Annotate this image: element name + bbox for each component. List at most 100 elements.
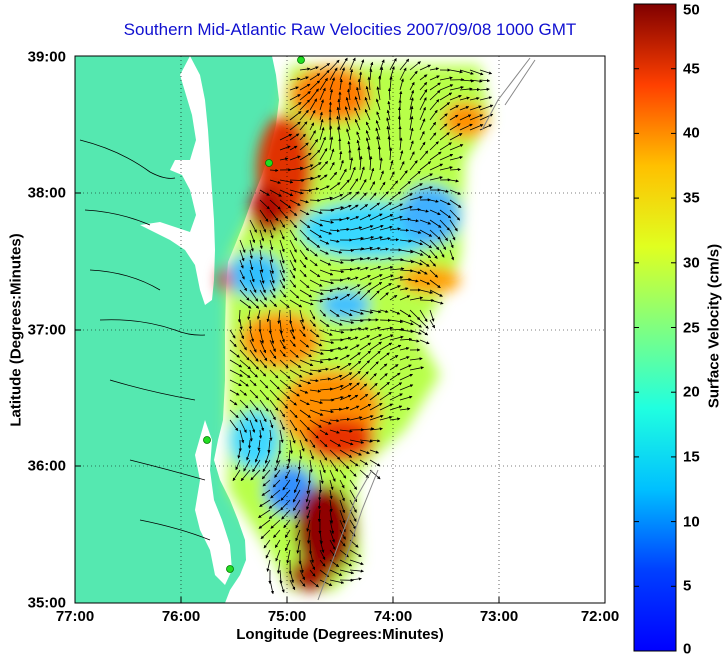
velocity-arrow (269, 369, 279, 379)
velocity-arrow (279, 419, 285, 431)
velocity-arrow (449, 209, 461, 221)
velocity-arrow (279, 359, 289, 369)
y-tick-label: 38:00 (27, 184, 66, 202)
velocity-arrow (329, 569, 343, 576)
velocity-arrow (259, 219, 267, 233)
velocity-arrow (409, 219, 419, 223)
velocity-arrow (309, 187, 320, 191)
velocity-arrow (319, 239, 330, 245)
velocity-arrow (389, 171, 395, 181)
velocity-arrow (279, 409, 286, 418)
velocity-arrow (329, 67, 338, 81)
velocity-arrow (379, 257, 392, 261)
velocity-arrow (364, 108, 371, 121)
velocity-arrow (289, 409, 298, 419)
velocity-arrow (349, 236, 365, 241)
velocity-arrow (339, 569, 355, 575)
velocity-arrow (279, 219, 285, 228)
colorbar-tick-label: 0 (683, 640, 692, 658)
velocity-arrow (259, 299, 267, 308)
velocity-arrow (349, 291, 361, 301)
velocity-arrow (449, 199, 462, 208)
velocity-arrow (289, 209, 298, 216)
velocity-arrow (319, 357, 332, 362)
velocity-arrow (249, 429, 253, 442)
velocity-arrow (329, 459, 339, 472)
velocity-arrow (429, 132, 437, 141)
velocity-arrow (309, 219, 324, 227)
velocity-arrow (268, 499, 281, 509)
velocity-arrow (359, 225, 374, 231)
velocity-arrow (239, 299, 252, 309)
velocity-arrow (359, 204, 369, 211)
velocity-arrow (269, 259, 274, 275)
velocity-arrow (259, 269, 265, 284)
velocity-arrow (275, 449, 281, 464)
velocity-arrow (379, 326, 394, 331)
velocity-arrow (295, 519, 301, 529)
velocity-arrow (269, 199, 281, 210)
velocity-arrow (299, 67, 311, 71)
velocity-arrow (387, 100, 391, 111)
velocity-arrow (339, 336, 352, 341)
velocity-arrow (299, 209, 310, 216)
velocity-arrow (269, 249, 274, 263)
velocity-arrow (339, 459, 350, 470)
velocity-arrow (239, 409, 249, 422)
velocity-arrow (279, 379, 292, 390)
velocity-arrow (349, 469, 357, 477)
velocity-arrow (249, 259, 254, 271)
velocity-arrow (347, 140, 351, 151)
velocity-arrow (254, 449, 261, 463)
velocity-arrow (379, 381, 390, 391)
velocity-arrow (389, 364, 399, 371)
map-title: Southern Mid-Atlantic Raw Velocities 200… (123, 20, 577, 39)
velocity-arrow (379, 352, 390, 361)
velocity-arrow (239, 269, 245, 280)
velocity-arrow (359, 275, 371, 281)
velocity-arrow (359, 266, 369, 271)
velocity-arrow (249, 369, 258, 378)
velocity-arrow (269, 168, 279, 172)
velocity-arrow (429, 199, 439, 203)
velocity-arrow (289, 145, 298, 151)
velocity-arrow (376, 111, 381, 121)
velocity-arrow (309, 559, 316, 571)
velocity-arrow (257, 439, 261, 452)
velocity-arrow (409, 249, 424, 256)
velocity-arrow (369, 192, 377, 201)
velocity-arrow (239, 389, 248, 396)
velocity-arrow (279, 289, 287, 298)
velocity-arrow (339, 509, 346, 524)
velocity-arrow (369, 382, 378, 391)
velocity-arrow (299, 259, 307, 269)
velocity-arrow (329, 319, 343, 326)
velocity-arrow (289, 569, 295, 584)
velocity-arrow (339, 293, 351, 301)
velocity-arrow (319, 329, 333, 336)
velocity-arrow (299, 579, 306, 587)
velocity-arrow (369, 290, 380, 301)
velocity-arrow (409, 319, 422, 328)
velocity-arrow (299, 219, 311, 229)
velocity-arrow (419, 64, 431, 71)
velocity-arrow (359, 192, 367, 201)
velocity-arrow (369, 265, 382, 271)
chesapeake-bay (140, 56, 215, 305)
velocity-arrow (329, 229, 341, 233)
velocity-arrow (309, 239, 321, 248)
velocity-arrow (239, 379, 249, 387)
velocity-arrow (399, 346, 410, 351)
velocity-arrow (389, 393, 403, 401)
station-marker (226, 565, 234, 573)
velocity-arrow (429, 163, 444, 171)
velocity-arrow (409, 329, 422, 335)
velocity-arrow (419, 186, 433, 191)
velocity-arrow (309, 229, 322, 238)
velocity-arrow (329, 509, 334, 524)
velocity-arrow (379, 342, 393, 351)
velocity-arrow (319, 539, 325, 554)
velocity-arrow (439, 249, 445, 258)
velocity-arrow (319, 289, 334, 293)
velocity-arrow (305, 489, 311, 503)
